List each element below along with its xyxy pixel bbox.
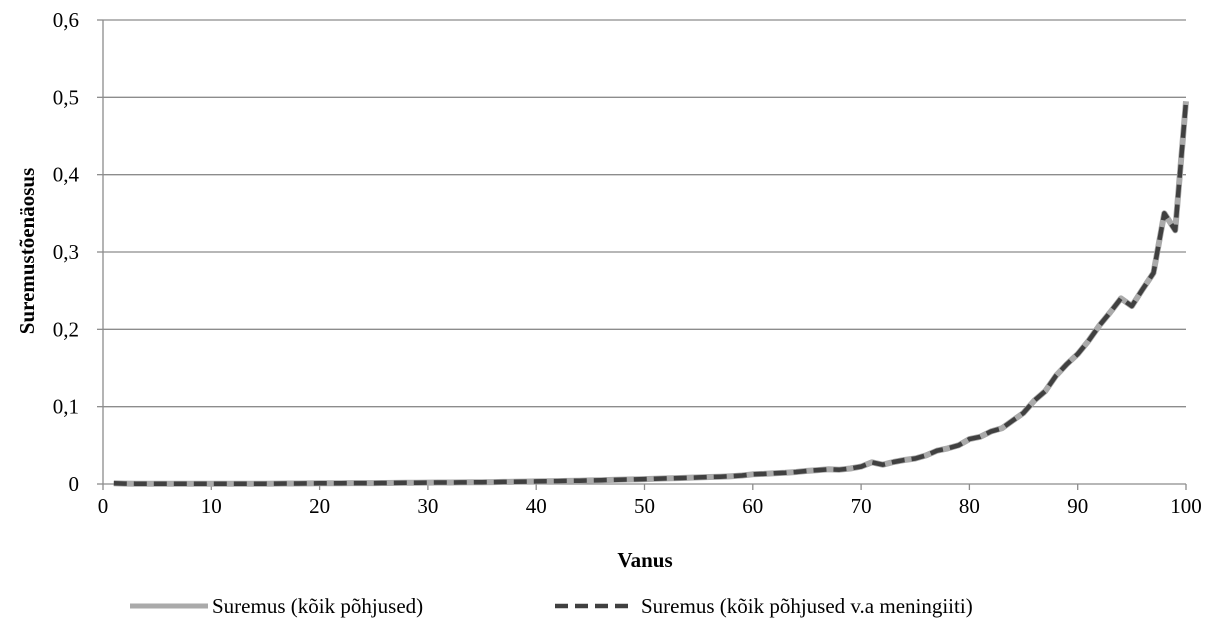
x-tick-label: 50 (634, 494, 655, 518)
y-tick-label: 0,6 (53, 8, 79, 32)
series-line-excluding-meningitis (113, 101, 1189, 487)
x-tick-label: 20 (309, 494, 330, 518)
y-tick-label: 0,4 (53, 163, 80, 187)
y-tick-label: 0,5 (53, 85, 79, 109)
x-tick-label: 30 (417, 494, 438, 518)
x-tick-label: 40 (526, 494, 547, 518)
y-tick-label: 0 (69, 472, 80, 496)
horizontal-gridlines (103, 19, 1186, 408)
x-tick-label: 60 (742, 494, 763, 518)
x-tick-label: 0 (98, 494, 109, 518)
x-tick-label: 70 (851, 494, 872, 518)
x-axis-title: Vanus (617, 548, 672, 572)
series-line-all-causes (113, 100, 1189, 487)
x-axis-tick-labels: 0 10 20 30 40 50 60 70 80 90 100 (98, 494, 1202, 518)
x-tick-label: 80 (959, 494, 980, 518)
x-tick-label: 90 (1067, 494, 1088, 518)
y-axis-title: Suremustõenäosus (15, 168, 39, 334)
y-axis-tick-labels: 0 0,1 0,2 0,3 0,4 0,5 0,6 (53, 8, 80, 496)
legend-label-excluding-meningitis: Suremus (kõik põhjused v.a meningiiti) (641, 594, 973, 618)
y-tick-label: 0,3 (53, 240, 79, 264)
chart-legend: Suremus (kõik põhjused) Suremus (kõik põ… (130, 594, 973, 618)
chart-axes (97, 19, 1187, 490)
y-tick-label: 0,1 (53, 395, 79, 419)
legend-label-all-causes: Suremus (kõik põhjused) (212, 594, 423, 618)
y-tick-label: 0,2 (53, 317, 79, 341)
x-tick-label: 100 (1170, 494, 1202, 518)
series-lines (113, 100, 1189, 487)
x-tick-label: 10 (201, 494, 222, 518)
